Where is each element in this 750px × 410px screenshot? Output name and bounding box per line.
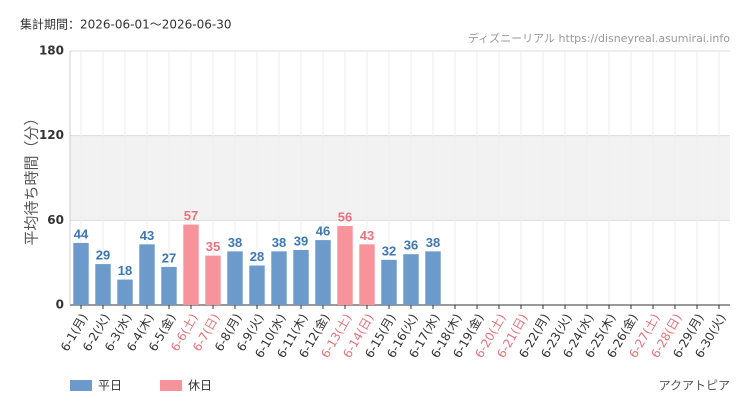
y-tick-label: 0 (56, 298, 64, 312)
bar (249, 265, 265, 305)
y-tick-label: 180 (39, 44, 64, 58)
value-label: 27 (162, 250, 176, 265)
value-label: 18 (118, 263, 132, 278)
value-label: 38 (272, 235, 286, 250)
bar (403, 254, 419, 305)
bar (139, 244, 155, 305)
value-label: 35 (206, 239, 220, 254)
bar (271, 251, 287, 305)
y-tick-label: 60 (47, 213, 64, 227)
value-label: 38 (228, 235, 242, 250)
bar (337, 225, 353, 305)
value-label: 32 (382, 243, 396, 258)
bar (117, 279, 133, 305)
value-label: 29 (96, 248, 110, 263)
bar (359, 244, 375, 305)
bar (293, 249, 309, 305)
legend-swatch (160, 380, 182, 391)
value-label: 43 (360, 228, 374, 243)
value-label: 57 (184, 208, 198, 223)
bar (425, 251, 441, 305)
shaded-band (70, 135, 730, 221)
source: ディズニーリアル https://disneyreal.asumirai.inf… (468, 31, 730, 45)
y-tick-label: 120 (39, 128, 64, 142)
attraction: アクアトピア (659, 379, 730, 393)
bar (205, 255, 221, 305)
value-label: 43 (140, 228, 154, 243)
legend-label: 平日 (98, 379, 122, 393)
value-label: 38 (426, 235, 440, 250)
bar (95, 264, 111, 305)
y-axis-title: 平均待ち時間（分） (23, 110, 41, 245)
bar (381, 259, 397, 305)
value-label: 56 (338, 209, 352, 224)
bar (161, 266, 177, 305)
period: 集計期間：2026-06-01～2026-06-30 (20, 17, 231, 32)
bar (315, 240, 331, 305)
bar (73, 242, 89, 305)
value-label: 28 (250, 249, 264, 264)
bar (183, 224, 199, 305)
legend-label: 休日 (188, 379, 212, 393)
value-label: 46 (316, 224, 330, 239)
value-label: 39 (294, 233, 308, 248)
bar (227, 251, 243, 305)
value-label: 44 (74, 226, 89, 241)
legend-swatch (70, 380, 92, 391)
value-label: 36 (404, 238, 418, 253)
